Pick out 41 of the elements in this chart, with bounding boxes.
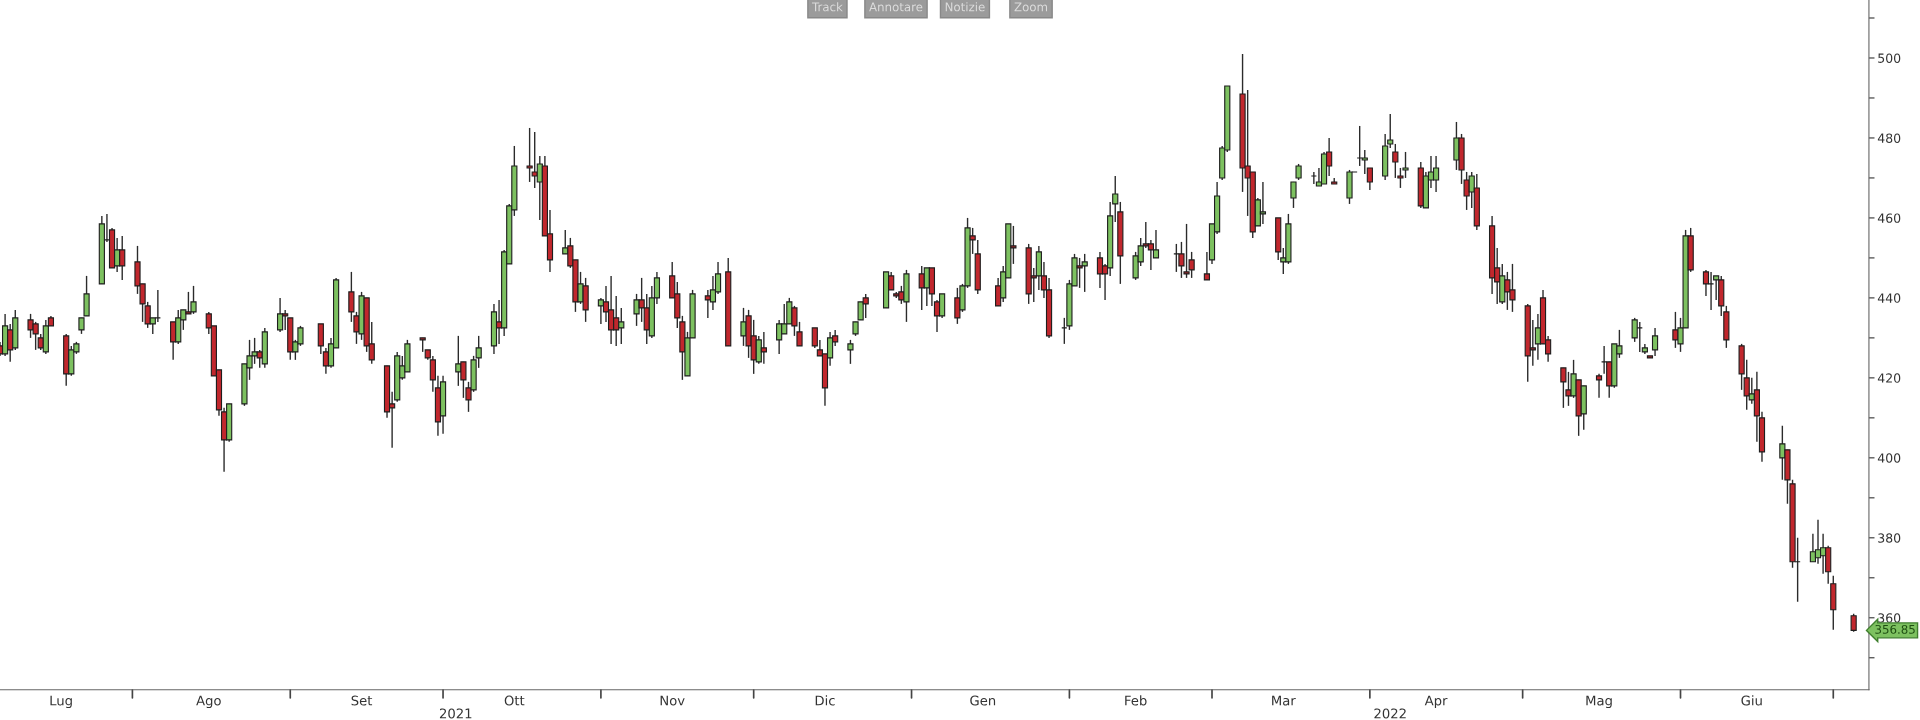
annotation: Track: [811, 2, 843, 12]
x-tick-label: Apr: [1424, 695, 1448, 709]
candlestick: [154, 289, 161, 323]
y-tick-label: 400: [1877, 453, 1901, 463]
x-tick-label: Feb: [1125, 695, 1147, 706]
y-tick-label: 460: [1877, 213, 1901, 223]
text: 2022: [1374, 708, 1406, 719]
x-tick-label: Lug: [50, 695, 72, 709]
annotation: Annotare: [869, 2, 923, 12]
y-tick-label: 380: [1878, 533, 1901, 543]
x-tick-label: Mar: [1272, 695, 1296, 706]
candlestick: [760, 331, 767, 365]
x-tick-label: Set: [351, 695, 373, 706]
candlestick: [1595, 373, 1603, 399]
candlestick: [776, 319, 783, 355]
text: 2021: [439, 708, 472, 719]
x-tick-label: Ago: [196, 695, 221, 709]
text: 356.85: [1875, 624, 1915, 634]
x-tick-label: Mag: [1586, 695, 1612, 709]
y-tick-label: 480: [1877, 133, 1901, 143]
x-tick-label: Ott: [504, 695, 525, 706]
x-tick-label: Nov: [660, 695, 685, 706]
candlestick: [607, 275, 615, 345]
y-tick-label: 500: [1878, 53, 1901, 63]
x-tick-label: Gen: [970, 695, 996, 706]
x-tick-label: Dic: [815, 695, 835, 706]
candlestick: [811, 327, 818, 349]
candlestick: [1707, 271, 1715, 311]
candlestick: [1432, 155, 1440, 193]
candlestick: [847, 339, 854, 365]
x-tick-label: Giu: [1741, 695, 1762, 706]
annotation: Zoom: [1014, 2, 1048, 12]
candlestick: [1560, 367, 1567, 409]
y-tick-label: 420: [1877, 373, 1901, 383]
candlestick: [276, 297, 284, 333]
candlestick: [1366, 167, 1373, 191]
annotation: Notizie: [945, 2, 985, 12]
candlestick: [1290, 181, 1297, 209]
y-tick-label: 440: [1877, 293, 1901, 303]
candlestick: [1361, 149, 1368, 175]
y-tick-label: 360: [1878, 613, 1901, 623]
